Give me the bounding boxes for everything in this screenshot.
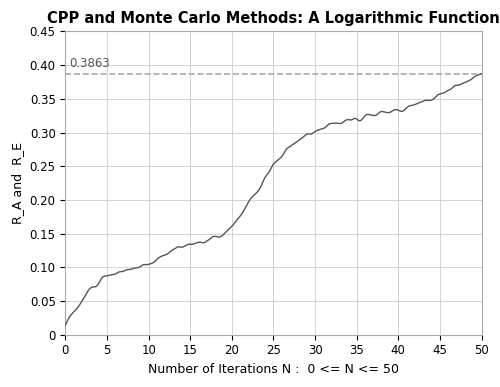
Text: 0.3863: 0.3863 xyxy=(70,57,110,70)
Title: CPP and Monte Carlo Methods: A Logarithmic Function: CPP and Monte Carlo Methods: A Logarithm… xyxy=(47,11,500,26)
Y-axis label: R_A and  R_E: R_A and R_E xyxy=(11,142,24,224)
X-axis label: Number of Iterations N :  0 <= N <= 50: Number of Iterations N : 0 <= N <= 50 xyxy=(148,363,399,376)
